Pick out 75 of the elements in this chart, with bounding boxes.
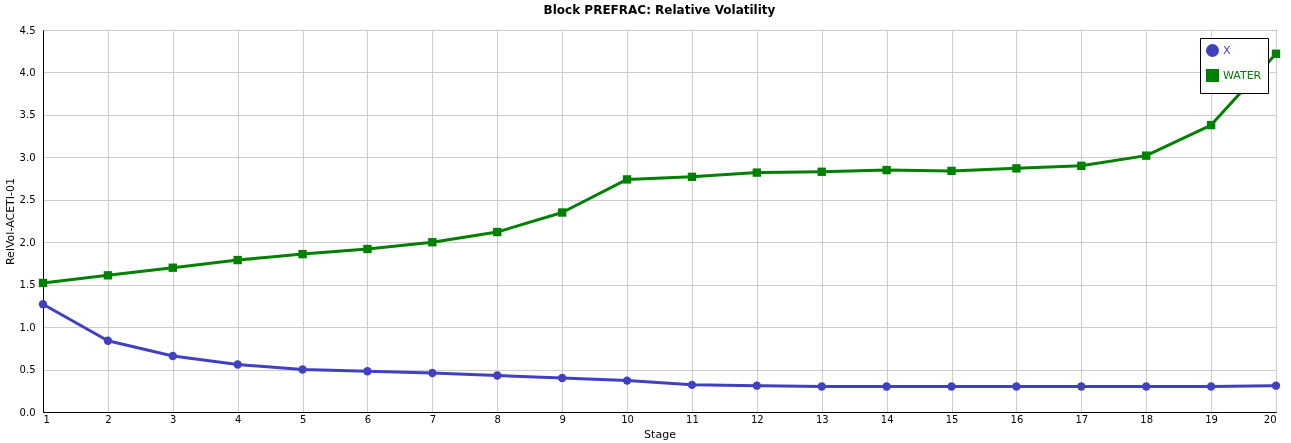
point bbox=[1271, 49, 1281, 58]
point bbox=[298, 365, 307, 374]
y-tick-label: 3.5 bbox=[19, 109, 36, 121]
point bbox=[947, 382, 956, 391]
y-tick-label: 0.5 bbox=[19, 364, 36, 376]
y-tick-label: 1.0 bbox=[19, 321, 36, 333]
point bbox=[298, 249, 307, 259]
point bbox=[233, 255, 242, 265]
legend-label: X bbox=[1223, 43, 1231, 57]
y-tick-label: 0.0 bbox=[19, 406, 36, 418]
y-tick-label: 2.5 bbox=[19, 194, 36, 206]
point bbox=[1142, 151, 1151, 160]
point bbox=[1142, 382, 1151, 391]
x-tick-label: 5 bbox=[299, 413, 307, 425]
x-tick-label: 16 bbox=[1010, 413, 1024, 425]
point bbox=[882, 382, 891, 391]
y-tick-label: 2.0 bbox=[19, 236, 36, 248]
point bbox=[1012, 382, 1021, 391]
chart-title: Block PREFRAC: Relative Volatility bbox=[543, 3, 776, 17]
point bbox=[1077, 161, 1086, 171]
point bbox=[687, 172, 697, 182]
point bbox=[817, 382, 826, 391]
point bbox=[1271, 381, 1281, 390]
point bbox=[428, 368, 437, 378]
x-tick-label: 13 bbox=[815, 413, 829, 425]
point bbox=[557, 208, 567, 217]
point bbox=[103, 271, 113, 280]
point bbox=[1077, 382, 1086, 391]
x-axis-title: Stage bbox=[644, 427, 677, 441]
point bbox=[428, 238, 437, 247]
point bbox=[233, 360, 242, 369]
point bbox=[557, 373, 567, 383]
y-tick-label: 1.5 bbox=[19, 279, 36, 291]
point bbox=[38, 278, 48, 288]
point bbox=[493, 371, 502, 380]
point bbox=[1012, 164, 1021, 173]
point bbox=[947, 166, 956, 176]
point bbox=[1206, 120, 1216, 130]
x-tick-label: 2 bbox=[105, 413, 112, 425]
x-tick-label: 17 bbox=[1075, 413, 1089, 425]
x-tick-label: 12 bbox=[750, 413, 764, 425]
point bbox=[38, 300, 48, 309]
x-tick-label: 8 bbox=[494, 413, 501, 425]
point bbox=[168, 351, 177, 361]
point bbox=[752, 381, 762, 390]
x-tick-label: 7 bbox=[429, 413, 437, 425]
point bbox=[103, 336, 113, 345]
point bbox=[363, 367, 372, 376]
y-axis-title: RelVol-ACETI-01 bbox=[3, 177, 17, 266]
x-tick-label: 15 bbox=[945, 413, 959, 425]
x-tick-label: 3 bbox=[170, 413, 177, 425]
x-tick-label: 14 bbox=[880, 413, 894, 425]
x-tick-label: 9 bbox=[559, 413, 566, 425]
x-tick-label: 20 bbox=[1263, 413, 1277, 425]
point bbox=[882, 165, 891, 175]
point bbox=[493, 227, 502, 237]
y-tick-label: 4.5 bbox=[19, 24, 36, 36]
x-tick-label: 11 bbox=[686, 413, 699, 425]
x-tick-label: 18 bbox=[1140, 413, 1154, 425]
point bbox=[1206, 382, 1216, 391]
x-tick-label: 6 bbox=[364, 413, 372, 425]
x-tick-label: 1 bbox=[43, 413, 50, 425]
point bbox=[363, 244, 372, 254]
point bbox=[622, 376, 632, 385]
legend-label: WATER bbox=[1223, 68, 1262, 82]
x-tick-label: 19 bbox=[1205, 413, 1218, 425]
y-tick-label: 3.0 bbox=[19, 151, 36, 163]
y-tick-label: 4.0 bbox=[19, 66, 36, 78]
x-tick-label: 4 bbox=[235, 413, 242, 425]
point bbox=[817, 167, 826, 176]
point bbox=[622, 175, 632, 184]
point bbox=[168, 263, 177, 272]
x-tick-label: 10 bbox=[621, 413, 634, 425]
point bbox=[752, 168, 762, 177]
point bbox=[687, 380, 697, 390]
